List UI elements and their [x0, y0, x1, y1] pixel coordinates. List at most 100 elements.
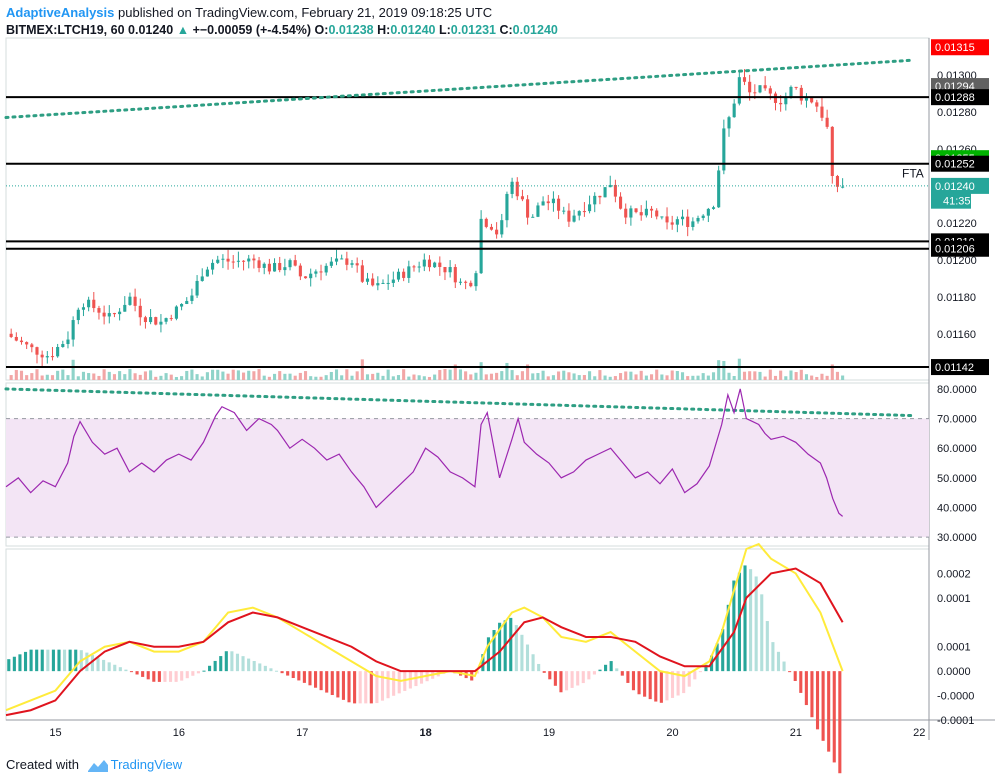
rsi-trendline [4, 387, 915, 418]
candle-body [634, 208, 638, 213]
candle-body [391, 279, 395, 283]
candle-body [340, 258, 344, 260]
candle-body [242, 260, 246, 262]
volume-bar [691, 375, 695, 380]
histogram-bar [598, 669, 602, 672]
last-price: 0.01240 [128, 23, 174, 37]
candle-body [247, 258, 251, 262]
candle-body [9, 333, 13, 337]
volume-bar [531, 373, 535, 380]
histogram-bar [46, 649, 50, 672]
candle-body [830, 126, 834, 176]
histogram-bar [202, 670, 206, 672]
candle-body [319, 271, 323, 273]
histogram-bar [698, 671, 702, 673]
candle-body [531, 216, 535, 218]
histogram-bar [771, 642, 775, 672]
candle-body [138, 305, 142, 318]
candle-body [262, 263, 266, 268]
histogram-bar [587, 671, 591, 680]
high-label: H: [377, 23, 391, 37]
time-tick-label: 15 [49, 727, 61, 739]
candle-body [567, 210, 571, 222]
author-link[interactable]: AdaptiveAnalysis [6, 5, 115, 20]
candle-body [221, 258, 225, 260]
volume-bar [169, 374, 173, 380]
volume-bar [572, 373, 576, 380]
macd-line [5, 542, 844, 712]
candle-body [303, 276, 308, 279]
histogram-bar [548, 671, 552, 680]
candle-body [794, 86, 798, 88]
volume-bar [360, 359, 364, 380]
candle-body [779, 102, 783, 105]
volume-bar [639, 370, 643, 380]
candle-body [773, 93, 778, 103]
volume-bar [9, 375, 13, 380]
volume-bar [758, 371, 762, 380]
candle-body [350, 263, 354, 265]
histogram-bar [68, 649, 72, 672]
volume-bar [226, 373, 230, 380]
histogram-bar [369, 671, 373, 704]
histogram-bar [286, 671, 290, 676]
volume-bar [686, 376, 690, 380]
volume-bar [205, 372, 209, 380]
candle-body [825, 117, 829, 127]
volume-bar [288, 373, 292, 380]
volume-bar [391, 376, 395, 380]
candle-body [205, 269, 209, 277]
histogram-bar [793, 671, 797, 681]
histogram-bar [102, 659, 106, 672]
histogram-bar [743, 565, 747, 672]
histogram-bar [185, 671, 189, 679]
volume-bar [763, 376, 767, 380]
candle-body [639, 212, 643, 216]
macd-tick-label: 0.0001 [937, 593, 971, 605]
candle-body [50, 356, 55, 358]
volume-bar [87, 373, 91, 380]
candle-body [216, 259, 220, 263]
histogram-bar [168, 671, 173, 682]
candle-body [541, 201, 545, 206]
candle-body [107, 313, 111, 317]
volume-bar [515, 375, 519, 380]
volume-bar [505, 362, 509, 380]
candle-body [118, 311, 122, 315]
candle-body [128, 296, 132, 305]
histogram-bar [129, 671, 134, 673]
time-tick-label: 22 [913, 727, 925, 739]
candle-body [143, 317, 147, 323]
candle-body [56, 347, 60, 357]
volume-bar [422, 376, 426, 380]
candle-body [329, 261, 333, 266]
candle-body [200, 276, 204, 281]
tradingview-brand[interactable]: TradingView [110, 757, 183, 772]
candle-body [180, 303, 184, 307]
volume-bar [742, 371, 747, 380]
volume-bar [71, 359, 75, 380]
candle-body [526, 199, 530, 218]
candles [9, 69, 845, 367]
histogram-bar [537, 663, 541, 672]
volume-bar [118, 371, 122, 380]
histogram-bar [542, 671, 546, 673]
histogram-bar [157, 671, 161, 682]
histogram-bar [732, 580, 736, 672]
volume-bar [112, 374, 117, 380]
histogram-bar [124, 669, 128, 672]
candle-body [87, 299, 91, 308]
macd-tick-label: 0.0001 [937, 642, 971, 654]
volume-bar [727, 372, 731, 380]
histogram-bar [559, 671, 563, 693]
histogram-bar [564, 671, 569, 691]
symbol-label[interactable]: BITMEX:LTCH19, 60 [6, 23, 125, 37]
histogram-bar [325, 671, 329, 693]
price-axis-label-text: 0.01142 [935, 362, 974, 374]
volume-bar [149, 370, 153, 380]
histogram-bar [754, 576, 758, 672]
volume-bar [737, 358, 741, 380]
volume-bar [35, 369, 39, 380]
time-tick-label: 20 [666, 727, 678, 739]
